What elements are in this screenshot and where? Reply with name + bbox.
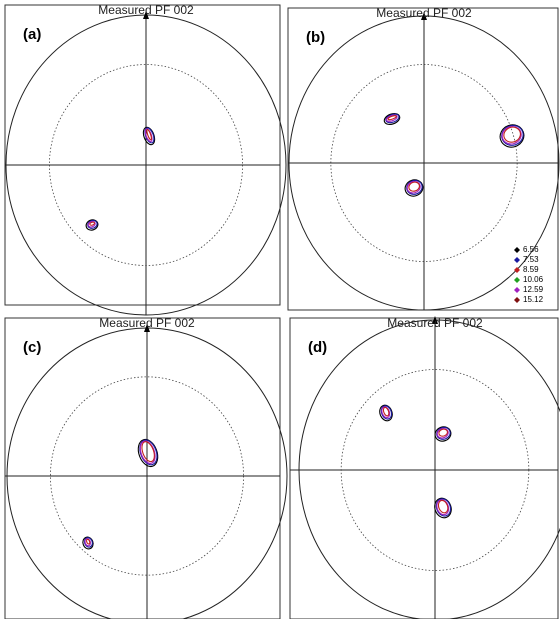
contour xyxy=(144,128,153,143)
contour xyxy=(385,113,400,124)
contour xyxy=(499,124,525,148)
contour xyxy=(501,124,524,146)
contour xyxy=(82,536,94,550)
north-arrow xyxy=(143,11,149,19)
legend-label: 8.59 xyxy=(523,265,539,274)
contour xyxy=(434,426,452,442)
contour xyxy=(146,129,152,141)
contour xyxy=(137,438,159,468)
contour xyxy=(406,179,423,195)
contour xyxy=(385,114,398,122)
contour xyxy=(501,125,522,145)
contour xyxy=(141,441,155,463)
legend-marker xyxy=(514,267,520,273)
panel-label: (d) xyxy=(308,339,327,356)
contour xyxy=(382,406,390,417)
contour xyxy=(142,126,156,146)
contour xyxy=(139,440,156,464)
panel-label: (a) xyxy=(23,26,41,43)
contour xyxy=(437,499,449,514)
legend-marker xyxy=(514,287,520,293)
north-arrow xyxy=(421,12,427,20)
contour xyxy=(87,220,96,228)
legend-label: 7.53 xyxy=(523,255,539,264)
panel-frame xyxy=(4,4,281,306)
legend-marker xyxy=(514,277,520,283)
contour xyxy=(84,538,92,547)
contour xyxy=(406,180,421,194)
contour xyxy=(144,127,155,144)
contour xyxy=(435,498,452,517)
contour xyxy=(83,537,93,548)
panel-title: Measured PF 002 xyxy=(387,316,483,330)
legend-label: 6.56 xyxy=(523,245,539,254)
panel-frame xyxy=(4,317,281,620)
panel-title: Measured PF 002 xyxy=(99,316,195,330)
contour xyxy=(380,405,393,420)
contour xyxy=(85,219,99,231)
contour xyxy=(404,179,424,197)
contour xyxy=(503,126,521,143)
panel-label: (b) xyxy=(306,29,325,46)
panel-frame xyxy=(287,7,559,311)
legend-marker xyxy=(514,257,520,263)
contour xyxy=(387,115,397,121)
contour xyxy=(381,406,391,419)
legend-label: 12.59 xyxy=(523,285,544,294)
contour xyxy=(436,427,449,439)
contour xyxy=(87,219,98,229)
panel-label: (c) xyxy=(23,339,41,356)
panel-frame xyxy=(289,317,559,620)
panel-title: Measured PF 002 xyxy=(98,3,194,17)
legend-marker xyxy=(514,297,520,303)
panel-title: Measured PF 002 xyxy=(376,6,472,20)
north-arrow xyxy=(432,316,438,324)
contour xyxy=(89,221,96,226)
contour xyxy=(383,113,401,125)
contour xyxy=(434,497,452,519)
contour xyxy=(436,499,450,516)
contour xyxy=(438,428,448,437)
contour xyxy=(408,181,420,192)
contour xyxy=(86,538,91,545)
legend-label: 15.12 xyxy=(523,295,544,304)
contour xyxy=(139,439,158,466)
legend-marker xyxy=(514,247,520,253)
contour xyxy=(436,426,451,440)
north-arrow xyxy=(144,324,150,332)
contour xyxy=(379,404,393,422)
legend-label: 10.06 xyxy=(523,275,544,284)
